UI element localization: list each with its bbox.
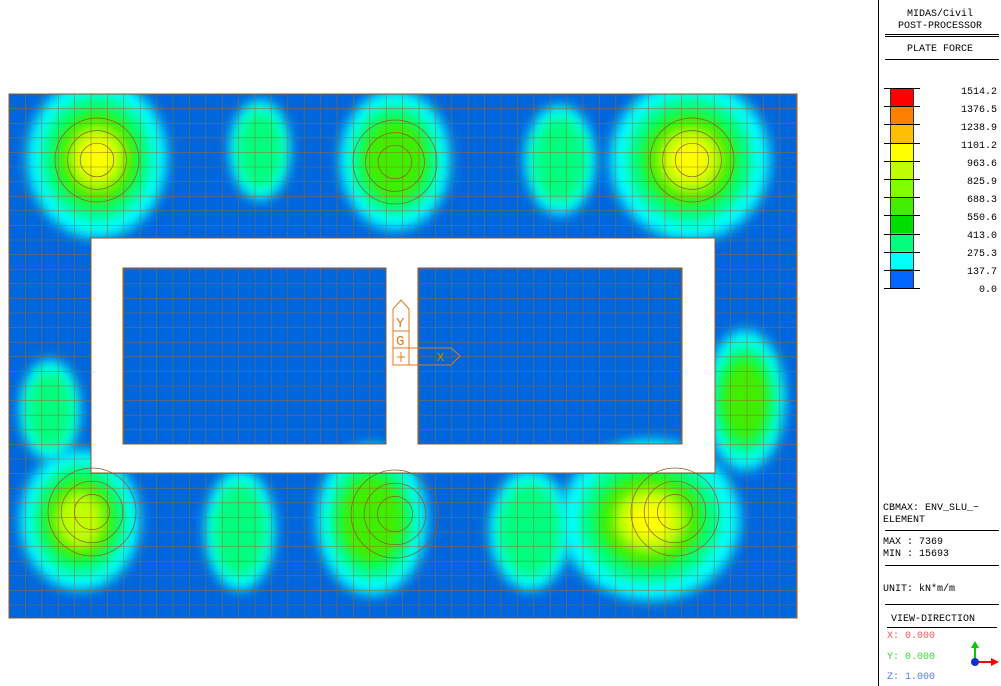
hotspot-layer — [56, 492, 104, 548]
scale-swatch-0 — [891, 89, 913, 107]
legend-panel: MIDAS/Civil POST-PROCESSOR PLATE FORCE 1… — [878, 0, 1001, 686]
unit-label: UNIT: kN*m/m — [883, 584, 956, 595]
column-ring — [630, 467, 720, 557]
hotspot-layer — [670, 140, 710, 180]
view-z-value: Z: 1.000 — [887, 672, 936, 683]
plate-contour-plot: Y G X — [8, 93, 798, 619]
column-ring — [363, 482, 427, 546]
scale-label-4: 963.6 — [966, 159, 997, 170]
header-divider — [885, 34, 999, 37]
scale-label-2: 1238.9 — [960, 123, 997, 134]
scale-label-1: 1376.5 — [960, 105, 997, 116]
hotspot-layer — [340, 476, 404, 564]
hotspot-layer — [26, 371, 74, 449]
hotspot-layer — [532, 117, 588, 203]
scale-tick — [884, 233, 920, 235]
column-ring — [47, 467, 137, 557]
scale-tick — [884, 270, 920, 271]
column-ring — [365, 132, 425, 192]
hotspot-layer — [628, 500, 672, 540]
scale-label-5: 825.9 — [966, 177, 997, 188]
scale-swatch-7 — [891, 215, 913, 233]
minmax-divider — [885, 565, 999, 566]
scale-tick — [884, 106, 920, 108]
axis-x-label: X — [437, 351, 444, 365]
scale-swatch-5 — [891, 179, 913, 197]
element-label: ELEMENT — [883, 515, 926, 526]
column-ring — [60, 480, 124, 544]
column-ring — [67, 130, 127, 190]
scale-swatch-1 — [891, 107, 913, 125]
scale-label-11: 0.0 — [978, 285, 997, 296]
slab-outline — [8, 93, 798, 619]
scale-label-6: 688.3 — [966, 195, 997, 206]
column-ring — [643, 480, 707, 544]
column-circles — [47, 117, 735, 559]
scale-tick — [884, 179, 920, 180]
column-ring — [674, 142, 710, 178]
column-ring — [74, 494, 110, 530]
unit-divider — [885, 604, 999, 605]
column-ring — [377, 496, 413, 532]
scale-label-0: 1514.2 — [960, 87, 997, 98]
hotspot-layer — [498, 483, 562, 577]
view-x-value: X: 0.000 — [887, 631, 936, 642]
scale-tick — [884, 142, 920, 144]
hotspot-layer — [80, 138, 114, 178]
hotspot-layer — [363, 119, 427, 201]
axis-y-label: Y — [396, 316, 405, 332]
view-direction-title: VIEW-DIRECTION — [891, 614, 976, 625]
scale-label-8: 413.0 — [966, 231, 997, 242]
column-ring — [79, 142, 115, 178]
scale-label-9: 275.3 — [966, 249, 997, 260]
hotspot-layer — [212, 483, 268, 577]
scale-label-3: 1101.2 — [960, 141, 997, 152]
stress-hotspots — [20, 94, 785, 600]
scale-tick — [884, 124, 920, 126]
column-ring — [657, 494, 693, 530]
info-divider — [885, 530, 999, 531]
scale-swatch-6 — [891, 197, 913, 215]
scale-swatch-9 — [891, 251, 913, 269]
view-divider — [887, 627, 997, 628]
cbmax-label: CBMAX: ENV_SLU_~ — [883, 503, 980, 514]
scale-tick — [884, 88, 920, 89]
scale-swatch-10 — [891, 269, 913, 288]
view-y-value: Y: 0.000 — [887, 652, 936, 663]
result-type: PLATE FORCE — [906, 44, 973, 55]
origin-box — [392, 347, 410, 366]
column-ring — [377, 144, 413, 180]
min-label: MIN : 15693 — [883, 549, 950, 560]
hotspot-layer — [236, 111, 284, 189]
processor-name: POST-PROCESSOR — [897, 21, 982, 32]
global-axis-marker: Y G X — [392, 299, 461, 366]
scale-tick — [884, 197, 920, 199]
column-ring — [662, 130, 722, 190]
y-axis-arrow — [392, 299, 410, 332]
view-triad-icon — [971, 641, 999, 666]
axis-g-label: G — [396, 334, 404, 350]
scale-swatch-8 — [891, 233, 913, 251]
color-scale-bar — [890, 88, 914, 289]
column-ring — [350, 469, 440, 559]
scale-tick — [884, 288, 920, 290]
x-axis-arrow — [409, 347, 461, 366]
program-name: MIDAS/Civil — [906, 9, 973, 20]
scale-tick — [884, 251, 920, 253]
scale-swatch-3 — [891, 143, 913, 161]
scale-tick — [884, 160, 920, 162]
scale-label-10: 137.7 — [966, 267, 997, 278]
column-ring — [54, 117, 140, 203]
scale-swatch-4 — [891, 161, 913, 179]
hotspot-layer — [721, 359, 769, 441]
column-ring — [352, 119, 438, 205]
scale-label-7: 550.6 — [966, 213, 997, 224]
max-label: MAX : 7369 — [883, 537, 944, 548]
scale-tick — [884, 215, 920, 217]
scale-swatch-2 — [891, 125, 913, 143]
column-ring — [649, 117, 735, 203]
title-divider — [885, 59, 999, 60]
